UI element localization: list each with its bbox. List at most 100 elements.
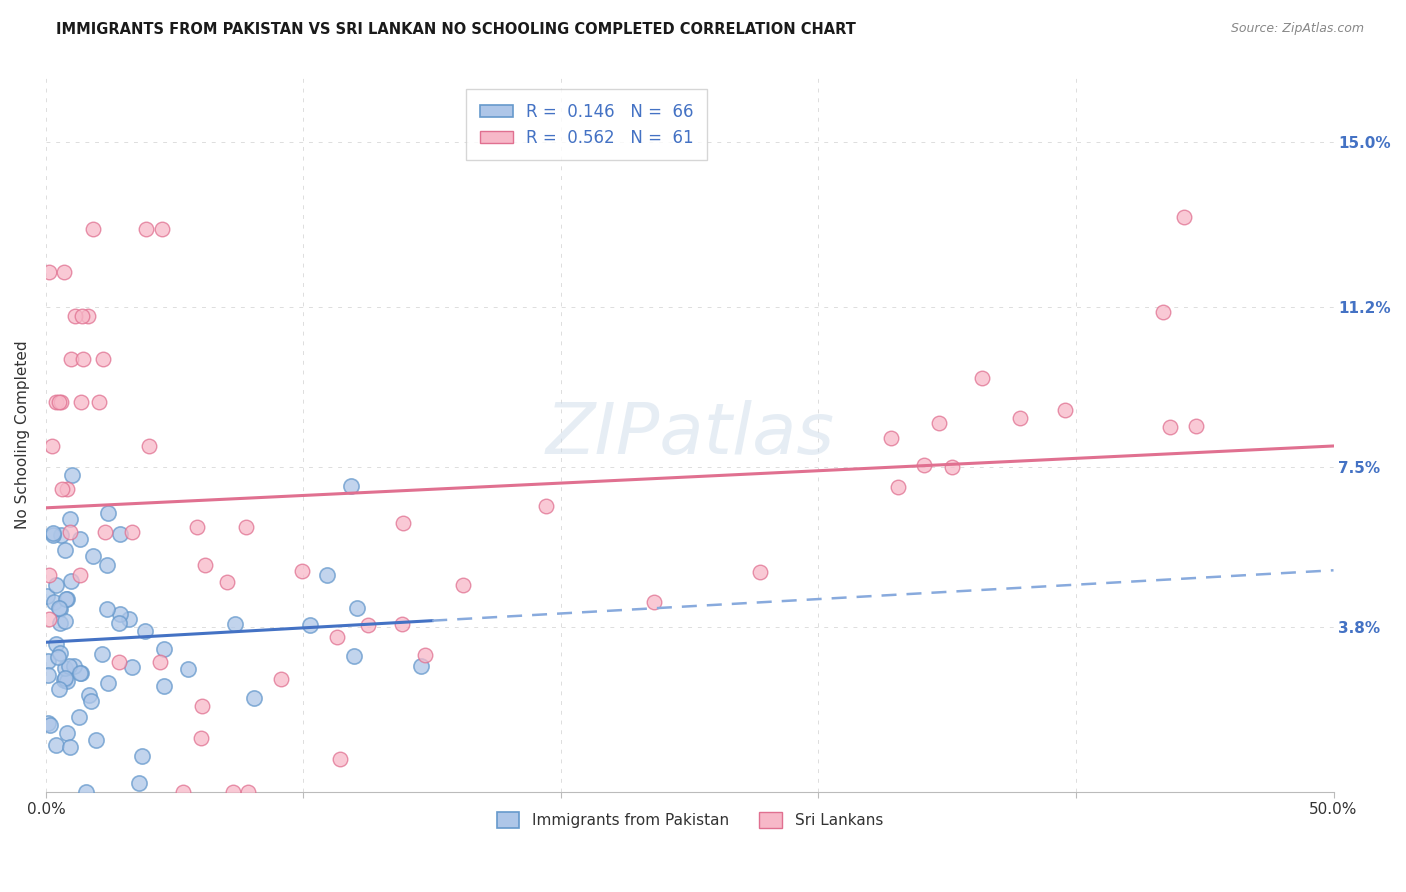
Point — [243, 691, 266, 706]
Point — [131, 749, 153, 764]
Point — [357, 618, 380, 632]
Point — [52, 265, 75, 279]
Point — [392, 516, 415, 530]
Point — [82, 222, 104, 236]
Text: Source: ZipAtlas.com: Source: ZipAtlas.com — [1230, 22, 1364, 36]
Point — [128, 775, 150, 789]
Point — [190, 731, 212, 746]
Point — [118, 612, 141, 626]
Point — [291, 564, 314, 578]
Point — [391, 617, 413, 632]
Point — [749, 566, 772, 580]
Point — [37, 715, 59, 730]
Point — [138, 438, 160, 452]
Point — [190, 698, 212, 713]
Point — [58, 740, 80, 755]
Point — [65, 309, 87, 323]
Point — [41, 438, 63, 452]
Point — [1173, 210, 1195, 224]
Point — [53, 661, 76, 675]
Point — [534, 499, 557, 513]
Point — [42, 526, 65, 541]
Point — [94, 525, 117, 540]
Point — [69, 568, 91, 582]
Point — [46, 649, 69, 664]
Point — [58, 659, 80, 673]
Point — [42, 594, 65, 608]
Point — [339, 479, 361, 493]
Point — [69, 666, 91, 681]
Point — [108, 607, 131, 621]
Text: ZIPatlas: ZIPatlas — [546, 401, 834, 469]
Point — [912, 458, 935, 473]
Point — [51, 395, 73, 409]
Point — [270, 672, 292, 686]
Point — [53, 614, 76, 628]
Point — [45, 637, 67, 651]
Point — [413, 648, 436, 663]
Point — [87, 395, 110, 409]
Point — [316, 568, 339, 582]
Point — [80, 694, 103, 708]
Point — [49, 646, 72, 660]
Point — [1053, 402, 1076, 417]
Point — [49, 528, 72, 542]
Point — [1010, 410, 1032, 425]
Point — [177, 662, 200, 676]
Point — [38, 612, 60, 626]
Point — [52, 673, 75, 688]
Point — [194, 558, 217, 572]
Point — [60, 467, 83, 482]
Point — [56, 726, 79, 740]
Point — [37, 668, 59, 682]
Point — [75, 785, 97, 799]
Point — [224, 617, 246, 632]
Legend: Immigrants from Pakistan, Sri Lankans: Immigrants from Pakistan, Sri Lankans — [491, 805, 889, 834]
Y-axis label: No Schooling Completed: No Schooling Completed — [15, 341, 30, 529]
Point — [1159, 419, 1181, 434]
Point — [329, 752, 352, 766]
Point — [346, 600, 368, 615]
Point — [49, 602, 72, 616]
Point — [69, 395, 91, 409]
Point — [149, 655, 172, 669]
Point — [451, 578, 474, 592]
Point — [56, 674, 79, 689]
Point — [409, 659, 432, 673]
Point — [121, 525, 143, 540]
Point — [38, 265, 60, 279]
Point — [59, 511, 82, 525]
Point — [42, 528, 65, 542]
Point — [880, 431, 903, 445]
Point — [221, 785, 243, 799]
Point — [39, 718, 62, 732]
Point — [121, 660, 143, 674]
Point — [153, 679, 176, 693]
Point — [643, 595, 665, 609]
Point — [59, 574, 82, 589]
Point — [186, 520, 208, 534]
Point — [108, 615, 131, 630]
Point — [343, 648, 366, 663]
Point — [298, 618, 321, 632]
Point — [76, 309, 98, 323]
Point — [45, 395, 67, 409]
Point — [59, 525, 82, 540]
Point — [97, 675, 120, 690]
Text: IMMIGRANTS FROM PAKISTAN VS SRI LANKAN NO SCHOOLING COMPLETED CORRELATION CHART: IMMIGRANTS FROM PAKISTAN VS SRI LANKAN N… — [56, 22, 856, 37]
Point — [72, 351, 94, 366]
Point — [70, 309, 93, 323]
Point — [45, 577, 67, 591]
Point — [49, 615, 72, 630]
Point — [97, 506, 120, 520]
Point — [1152, 304, 1174, 318]
Point — [150, 222, 173, 236]
Point — [37, 589, 59, 603]
Point — [135, 222, 157, 236]
Point — [1185, 418, 1208, 433]
Point — [217, 574, 239, 589]
Point — [55, 591, 77, 606]
Point — [134, 624, 156, 639]
Point — [56, 592, 79, 607]
Point — [38, 568, 60, 582]
